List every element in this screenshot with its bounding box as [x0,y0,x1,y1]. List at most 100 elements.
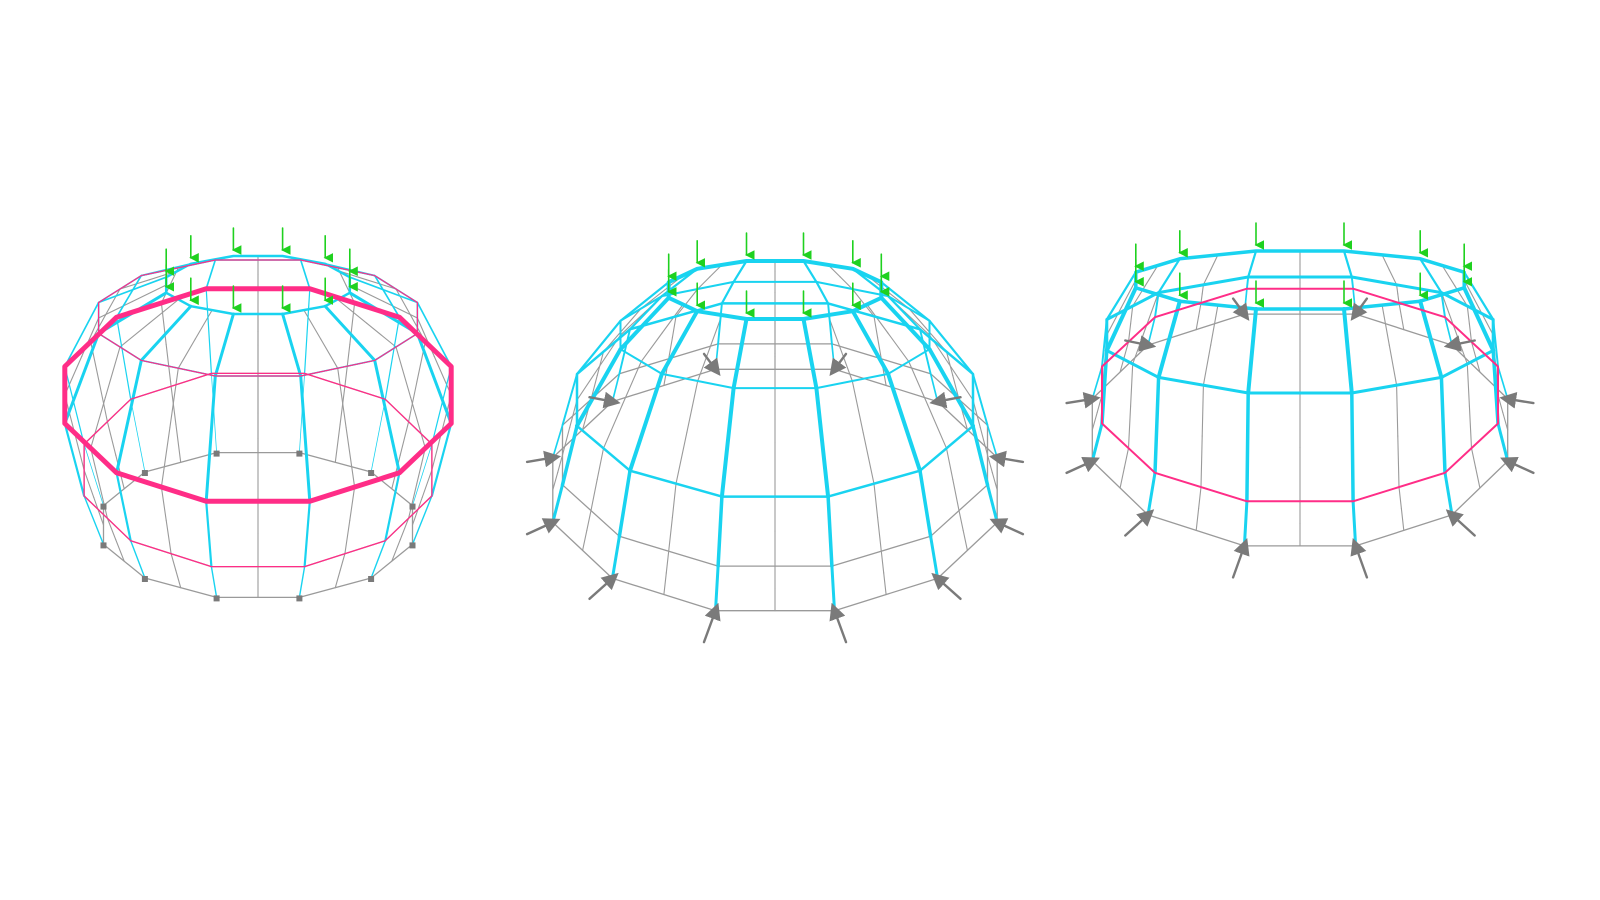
support-strut [829,352,848,377]
cell-edge [1388,344,1398,386]
rib-member [412,443,433,506]
cell-edge [115,539,125,562]
rib-member [918,468,933,539]
rib-member [83,495,105,546]
cell-edge [399,517,410,541]
cell-edge [1200,435,1203,488]
support-bearing [296,450,303,457]
cell-edge [395,288,412,316]
cell-edge [169,367,179,429]
rib-member [115,316,132,400]
cell-edge [586,509,592,532]
cell-edge [1470,341,1477,358]
rib-member [1350,276,1355,290]
rib-member [1157,257,1181,294]
cell-edge [395,346,412,399]
cell-edge [582,529,588,551]
cell-edge [64,355,83,396]
rib-member [373,358,401,475]
cell-edge [979,426,989,456]
cell-edge [411,496,423,526]
rib-member [411,495,433,546]
support-bearing [100,503,107,510]
tension-ring [83,372,433,568]
cell-edge [336,298,368,324]
support-strut [1065,456,1100,475]
support-strut [1350,537,1369,579]
support-strut [989,518,1025,536]
rib-member [298,565,306,599]
rib-member [802,259,818,283]
support-strut [931,572,962,600]
rib-member [928,319,975,376]
cell-edge [908,307,929,331]
cell-edge [339,385,346,425]
cell-edge [1202,269,1212,286]
support-strut [829,602,848,644]
rib-member [659,309,700,376]
cell-edge [1398,302,1402,317]
support-strut [1065,391,1101,409]
rib-member [299,374,312,503]
cell-edge [170,553,177,572]
rib-member [971,424,990,487]
rib-member [210,565,218,599]
cell-edge [1381,304,1390,346]
support-bearing [296,595,303,602]
support-bearing [213,450,220,457]
cell-edge [1201,384,1204,437]
rib-member [323,304,377,362]
cell-edge [1466,363,1470,407]
rib-member [384,316,401,400]
cell-edge [1441,264,1456,287]
cell-edge [671,315,677,339]
rib-member [211,373,217,453]
cell-edge [665,550,670,574]
cell-edge [877,337,882,360]
support-bearing [368,470,375,476]
cell-edge [1200,293,1203,304]
rib-member [1090,422,1104,463]
cell-edge [93,496,105,526]
rib-member [416,301,453,368]
cell-edge [98,381,108,423]
cell-edge [839,276,853,290]
cell-edge [1130,305,1134,325]
cell-edge [596,447,605,480]
rib-member [415,332,453,425]
cell-edge [1144,264,1159,287]
support-strut [588,572,619,600]
support-strut [525,518,561,536]
support-strut [1350,297,1369,321]
cell-edge [908,361,929,406]
cell-edge [160,302,167,346]
rib-member [1104,285,1138,353]
rib-member [719,386,736,499]
cell-edge [119,279,150,290]
cell-edge [1210,304,1219,346]
support-strut [702,602,721,644]
cell-edge [561,426,571,456]
support-strut [1231,297,1250,321]
cell-edge [131,284,167,303]
cell-edge [337,367,347,429]
cell-edge [408,381,418,423]
cell-edge [349,302,356,346]
cell-edge [851,288,864,304]
cell-edge [602,404,623,449]
cell-edge [399,421,410,456]
rib-member [1245,391,1250,504]
support-strut [525,450,562,468]
cell-edge [1195,315,1200,331]
support-strut [988,450,1025,468]
rib-member [1245,276,1250,290]
rib-member [1342,249,1353,279]
cell-edge [391,539,401,562]
cell-edge [303,309,322,340]
support-bearing [409,503,416,510]
rib-member [886,371,922,473]
rib-member [299,259,311,290]
cell-edge [1127,323,1132,343]
rib-member [617,468,632,539]
